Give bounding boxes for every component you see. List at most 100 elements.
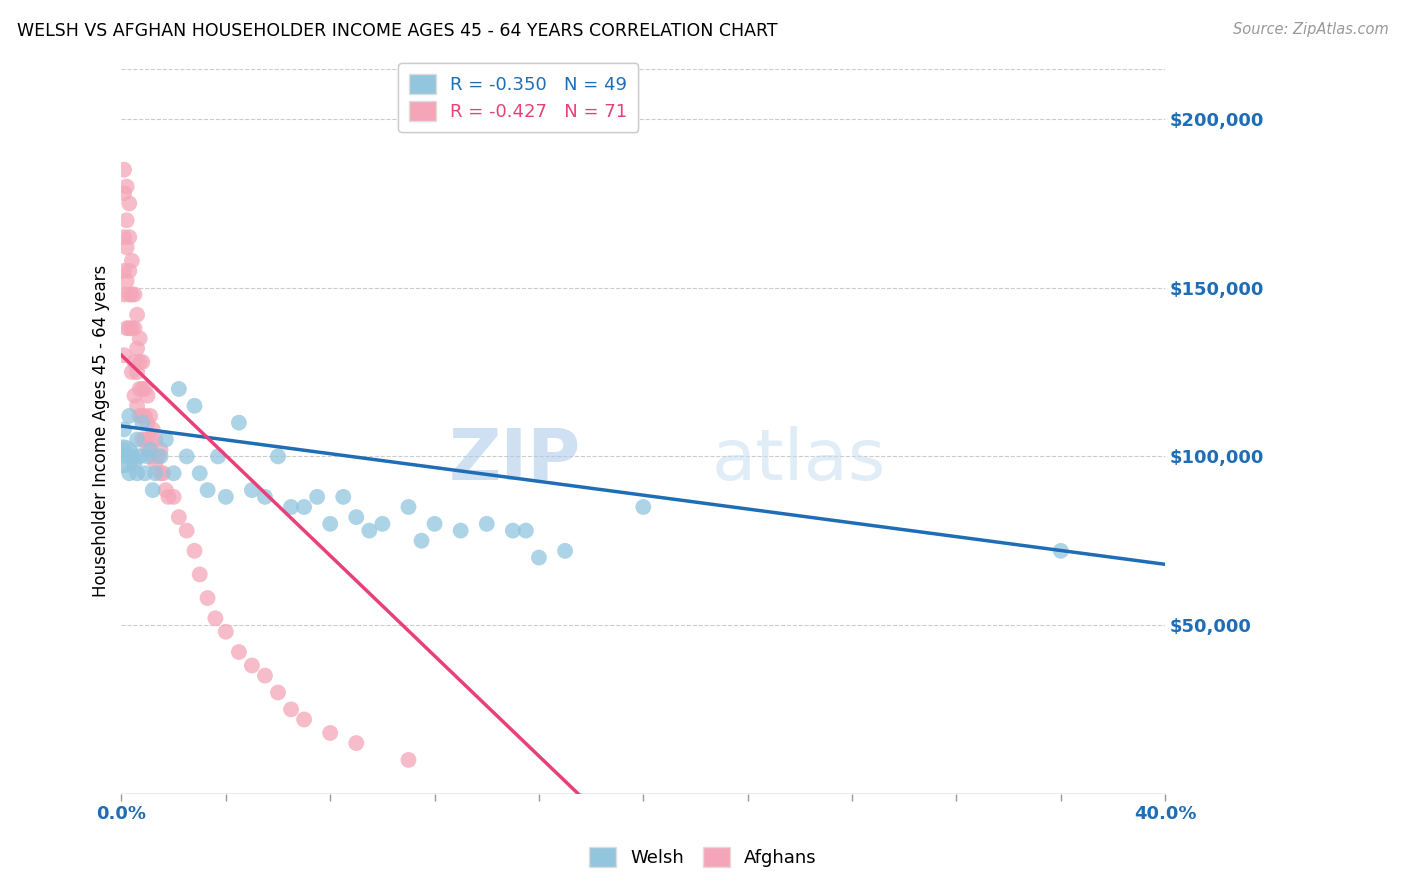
Point xyxy=(344,736,367,750)
Point xyxy=(124,287,146,301)
Point xyxy=(240,658,263,673)
Point xyxy=(344,510,367,524)
Point xyxy=(112,287,135,301)
Point xyxy=(167,510,190,524)
Point xyxy=(127,365,149,379)
Point xyxy=(115,240,138,254)
Point xyxy=(146,450,169,464)
Point xyxy=(183,544,205,558)
Point xyxy=(423,516,446,531)
Point xyxy=(139,442,162,457)
Point xyxy=(112,186,135,201)
Point xyxy=(121,253,143,268)
Point xyxy=(124,321,146,335)
Point xyxy=(157,490,180,504)
Point xyxy=(142,450,165,464)
Point xyxy=(253,668,276,682)
Point xyxy=(115,213,138,227)
Point xyxy=(136,389,159,403)
Point xyxy=(136,416,159,430)
Point xyxy=(134,382,156,396)
Point xyxy=(188,567,211,582)
Point xyxy=(131,409,153,423)
Point xyxy=(280,702,302,716)
Point xyxy=(176,450,198,464)
Point xyxy=(371,516,394,531)
Point xyxy=(197,591,219,605)
Point xyxy=(197,483,219,497)
Point xyxy=(124,456,146,470)
Point xyxy=(112,422,135,436)
Point xyxy=(136,442,159,457)
Point xyxy=(142,422,165,436)
Point xyxy=(228,645,250,659)
Point xyxy=(319,516,342,531)
Point xyxy=(115,274,138,288)
Point xyxy=(128,355,150,369)
Text: ZIP: ZIP xyxy=(449,425,581,494)
Legend: R = -0.350   N = 49, R = -0.427   N = 71: R = -0.350 N = 49, R = -0.427 N = 71 xyxy=(398,63,638,132)
Point xyxy=(145,467,167,481)
Point xyxy=(128,409,150,423)
Point xyxy=(118,264,141,278)
Point xyxy=(319,726,342,740)
Point xyxy=(127,342,149,356)
Point xyxy=(359,524,381,538)
Point xyxy=(307,490,329,504)
Point xyxy=(149,467,172,481)
Point xyxy=(127,399,149,413)
Point xyxy=(118,409,141,423)
Point xyxy=(411,533,433,548)
Point xyxy=(121,450,143,464)
Point xyxy=(155,483,177,497)
Point xyxy=(155,433,177,447)
Point xyxy=(398,753,420,767)
Point xyxy=(118,196,141,211)
Point xyxy=(167,382,190,396)
Point xyxy=(228,416,250,430)
Point xyxy=(115,179,138,194)
Point xyxy=(292,500,315,514)
Point xyxy=(188,467,211,481)
Point xyxy=(115,450,138,464)
Y-axis label: Householder Income Ages 45 - 64 years: Householder Income Ages 45 - 64 years xyxy=(93,265,110,598)
Point xyxy=(145,433,167,447)
Point xyxy=(139,409,162,423)
Point xyxy=(112,348,135,362)
Point xyxy=(215,490,238,504)
Point xyxy=(204,611,226,625)
Point xyxy=(207,450,229,464)
Point xyxy=(112,264,135,278)
Point xyxy=(124,355,146,369)
Text: Source: ZipAtlas.com: Source: ZipAtlas.com xyxy=(1233,22,1389,37)
Point xyxy=(134,433,156,447)
Point xyxy=(149,450,172,464)
Point xyxy=(131,355,153,369)
Point xyxy=(118,467,141,481)
Text: atlas: atlas xyxy=(711,425,886,494)
Point xyxy=(267,450,290,464)
Point xyxy=(131,416,153,430)
Point xyxy=(115,321,138,335)
Point xyxy=(134,409,156,423)
Point xyxy=(176,524,198,538)
Point xyxy=(554,544,576,558)
Text: WELSH VS AFGHAN HOUSEHOLDER INCOME AGES 45 - 64 YEARS CORRELATION CHART: WELSH VS AFGHAN HOUSEHOLDER INCOME AGES … xyxy=(17,22,778,40)
Point xyxy=(128,382,150,396)
Point xyxy=(124,389,146,403)
Point xyxy=(118,287,141,301)
Point xyxy=(267,685,290,699)
Point xyxy=(152,467,174,481)
Legend: Welsh, Afghans: Welsh, Afghans xyxy=(582,839,824,874)
Point xyxy=(162,490,184,504)
Point xyxy=(398,500,420,514)
Point xyxy=(139,433,162,447)
Point xyxy=(149,442,172,457)
Point xyxy=(332,490,354,504)
Point xyxy=(131,382,153,396)
Point xyxy=(112,162,135,177)
Point xyxy=(136,450,159,464)
Point xyxy=(127,308,149,322)
Point xyxy=(502,524,524,538)
Point xyxy=(253,490,276,504)
